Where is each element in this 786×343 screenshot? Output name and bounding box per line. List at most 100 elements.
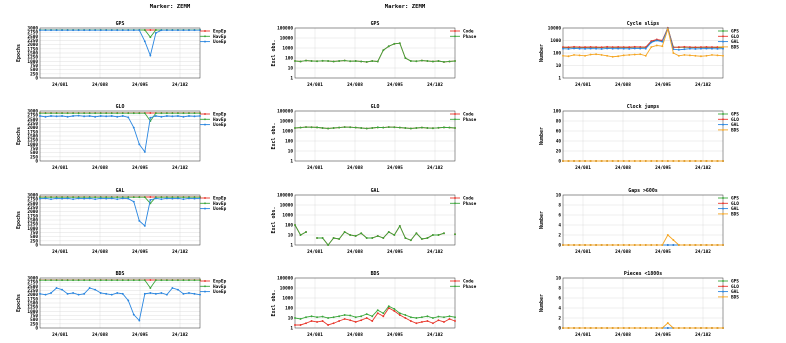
data-point-phase (393, 126, 396, 129)
series-line-code (294, 42, 456, 63)
data-point-phase (305, 59, 307, 62)
panel-title: GAL (371, 188, 380, 194)
data-point-bds (655, 44, 658, 47)
legend-label-gal: GAL (731, 122, 739, 128)
data-point-havep (132, 112, 135, 115)
data-point-havep (193, 196, 196, 199)
data-point-gal (694, 48, 697, 50)
legend-label-glo: GLO (731, 34, 739, 40)
data-point-useep (44, 197, 47, 200)
data-point-useep (66, 197, 69, 200)
data-point-bds (562, 244, 564, 246)
legend-label-gal: GAL (731, 289, 739, 295)
x-tick-label: 24/081 (575, 165, 591, 171)
plot-frame (39, 194, 201, 246)
plot-frame (294, 110, 456, 162)
data-point-bds (666, 234, 669, 236)
data-point-phase (376, 309, 379, 312)
data-point-bds (655, 327, 658, 329)
x-tick-label: 24/102 (172, 332, 188, 338)
legend-marker-glo (722, 118, 724, 121)
data-point-phase (415, 232, 418, 235)
data-point-code (349, 319, 352, 322)
panel-title: Cycle slips (627, 21, 659, 27)
data-point-havep (99, 279, 102, 282)
series-line-havep (40, 279, 200, 289)
data-point-phase (365, 237, 368, 239)
y-tick-label: 2250 (27, 38, 38, 44)
data-point-phase (316, 126, 319, 129)
data-point-phase (404, 127, 407, 129)
data-point-phase (454, 60, 456, 62)
series-line-phase (294, 126, 456, 129)
data-point-useep (154, 197, 157, 200)
data-point-phase (420, 59, 423, 62)
data-point-bds (600, 244, 603, 246)
data-point-bds (705, 244, 708, 246)
data-point-phase (382, 49, 385, 52)
y-tick-label: 10000 (280, 203, 294, 209)
data-point-useep (39, 292, 41, 295)
legend-marker-gal (722, 40, 724, 43)
y-axis-label: Epochs (16, 127, 22, 145)
data-point-useep (72, 292, 75, 294)
y-tick-label: 3000 (27, 109, 38, 115)
x-tick-label: 24/088 (92, 249, 108, 255)
y-tick-label: 2000 (27, 209, 38, 215)
chart-panel-clock-jumps-5: Clock jumps 0 20 40 60 80 100 24/081 24/088 24/09… (539, 103, 739, 171)
data-point-havep (193, 279, 196, 282)
data-point-glo (606, 45, 609, 48)
data-point-bds (611, 55, 614, 58)
data-point-code (409, 320, 412, 322)
x-tick-label: 24/081 (575, 332, 591, 338)
data-point-havep (154, 112, 157, 115)
plot-frame (294, 27, 456, 79)
legend-label-gps: GPS (731, 196, 739, 202)
data-point-glo (562, 46, 564, 48)
data-point-phase (448, 126, 451, 129)
data-point-havep (105, 196, 108, 199)
x-tick-label: 24/081 (575, 249, 591, 255)
data-point-havep (72, 279, 75, 282)
series-line-code (295, 307, 456, 326)
legend-label-phase: Phase (463, 201, 477, 207)
data-point-useep (143, 150, 146, 153)
data-point-useep (176, 29, 179, 32)
data-point-useep (165, 115, 168, 117)
data-point-phase (349, 126, 352, 129)
legend-label-code: Code (463, 29, 474, 35)
legend-label-useep: UseEp (213, 289, 227, 295)
data-point-phase (387, 231, 390, 233)
data-point-phase (332, 60, 335, 63)
y-tick-label: 4 (558, 306, 561, 312)
data-point-havep (72, 196, 75, 199)
legend-marker-phase (454, 202, 456, 205)
data-point-useep (88, 29, 91, 32)
data-point-useep (105, 29, 108, 32)
data-point-havep (121, 112, 124, 115)
x-tick-label: 24/095 (655, 249, 671, 255)
data-point-useep (77, 114, 80, 117)
legend-marker-expep (204, 280, 206, 282)
data-point-phase (382, 126, 385, 129)
legend-label-bds: BDS (731, 294, 739, 300)
data-point-havep (149, 287, 152, 289)
data-point-useep (121, 197, 124, 200)
data-point-bds (600, 53, 603, 56)
legend-label-glo: GLO (731, 284, 739, 290)
legend-marker-bds (722, 45, 724, 48)
legend-label-glo: GLO (731, 201, 739, 207)
data-point-bds (722, 54, 724, 57)
data-point-phase (299, 126, 302, 129)
data-point-phase (354, 316, 357, 319)
data-point-useep (99, 292, 102, 294)
legend-label-expep: ExpEp (213, 29, 227, 35)
y-tick-label: 250 (30, 71, 38, 77)
data-point-useep (132, 313, 135, 316)
data-point-havep (94, 112, 97, 115)
x-tick-label: 24/102 (695, 165, 711, 171)
chart-panel-gps-1: GPS 1 10 100 1000 10000 100000 24/081 24/088 24/0… (271, 21, 477, 88)
